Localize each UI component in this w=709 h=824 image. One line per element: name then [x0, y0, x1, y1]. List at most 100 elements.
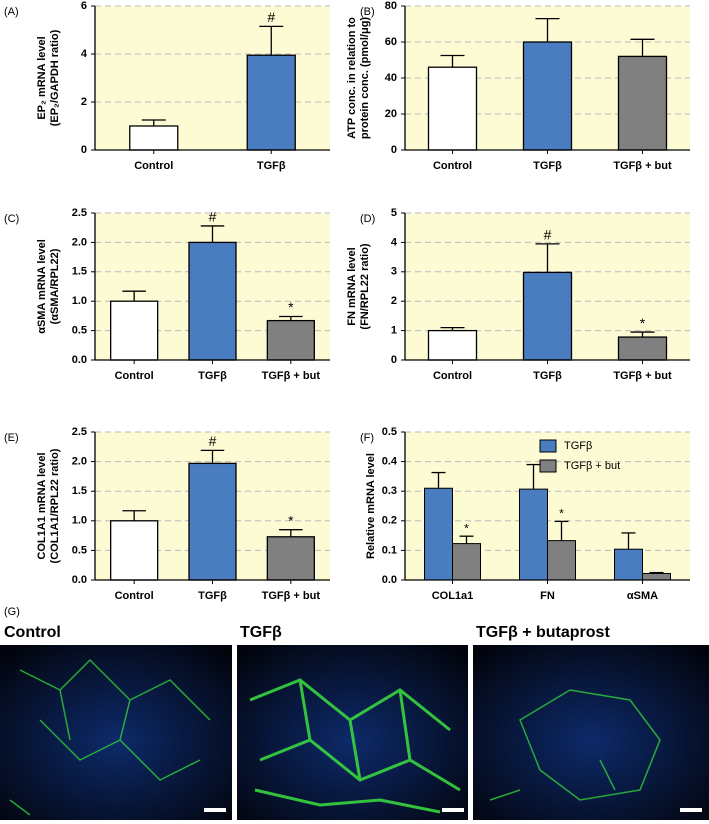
significance-marker: * — [288, 299, 294, 315]
error-bar — [621, 532, 636, 550]
error-bar — [431, 471, 446, 489]
y-tick-label: 2.0 — [72, 456, 87, 468]
x-tick-label: αSMA — [627, 590, 658, 602]
x-tick-label: TGFβ — [198, 590, 227, 602]
error-bar — [440, 54, 465, 68]
panel-label: (F) — [360, 432, 374, 444]
significance-marker: * — [640, 315, 646, 331]
y-axis-label: (EP₂/GAPDH ratio) — [49, 29, 61, 126]
y-tick-label: 3 — [391, 266, 397, 278]
bar — [129, 125, 179, 151]
error-bar — [630, 331, 655, 338]
y-tick-label: 0 — [81, 144, 87, 156]
bar — [642, 572, 671, 581]
image-title: Control — [4, 624, 61, 641]
bar — [547, 540, 576, 581]
y-axis-label: (COL1A1/RPL22 ratio) — [49, 448, 61, 563]
y-tick-label: 2.0 — [72, 236, 87, 248]
x-tick-label: TGFβ — [533, 370, 562, 382]
y-tick-label: 0.4 — [382, 456, 398, 468]
x-tick-label: COL1a1 — [432, 590, 474, 602]
panel-label: (D) — [360, 213, 375, 225]
y-tick-label: 2.5 — [72, 426, 87, 438]
y-axis-label: (αSMA/RPL22) — [49, 248, 61, 324]
bar — [266, 319, 315, 361]
y-tick-label: 4 — [81, 48, 88, 60]
y-tick-label: 5 — [391, 207, 397, 219]
bar — [246, 54, 296, 151]
y-tick-label: 0.0 — [72, 354, 87, 366]
y-axis-label: EP₂ mRNA level — [36, 36, 48, 119]
x-tick-label: TGFβ + but — [613, 160, 672, 172]
y-axis-label: (FN/RPL22 ratio) — [359, 243, 371, 330]
legend-swatch — [539, 459, 557, 473]
micrograph — [473, 645, 709, 820]
x-tick-label: Control — [433, 370, 472, 382]
y-tick-label: 0 — [391, 144, 397, 156]
error-bar — [279, 315, 303, 321]
error-bar — [122, 290, 146, 302]
legend-swatch — [539, 439, 557, 453]
image-title: TGFβ + butaprost — [476, 624, 610, 641]
y-axis-label: αSMA mRNA level — [36, 239, 48, 334]
y-tick-label: 40 — [385, 72, 397, 84]
error-bar — [535, 243, 560, 273]
panel-label: (E) — [4, 432, 19, 444]
y-tick-label: 80 — [385, 0, 397, 12]
error-bar — [279, 529, 303, 537]
y-axis-label: Relative mRNA level — [365, 453, 377, 559]
bar — [188, 241, 237, 361]
error-bar — [649, 571, 664, 574]
y-axis-label: COL1A1 mRNA level — [36, 452, 48, 559]
bar — [188, 462, 237, 581]
y-tick-label: 2 — [81, 96, 87, 108]
panel-label: (A) — [4, 6, 19, 18]
significance-marker: # — [209, 209, 217, 225]
x-tick-label: Control — [115, 370, 154, 382]
x-tick-label: TGFβ + but — [613, 370, 672, 382]
y-tick-label: 0.1 — [382, 544, 397, 556]
micrograph — [0, 645, 232, 820]
y-tick-label: 0.0 — [72, 574, 87, 586]
bar — [266, 536, 315, 581]
legend-label: TGFβ + but — [564, 460, 620, 472]
y-tick-label: 2 — [391, 295, 397, 307]
significance-marker: * — [288, 512, 294, 528]
significance-marker: # — [544, 227, 552, 243]
error-bar — [630, 38, 655, 57]
bar — [427, 329, 478, 361]
error-bar — [200, 225, 225, 243]
bar — [427, 66, 478, 151]
bar — [519, 488, 548, 581]
panel-label: (G) — [4, 606, 20, 618]
significance-marker: # — [267, 9, 275, 25]
y-tick-label: 60 — [385, 36, 397, 48]
error-bar — [141, 119, 166, 126]
error-bar — [554, 520, 569, 541]
x-tick-label: TGFβ + but — [262, 370, 321, 382]
legend-label: TGFβ — [564, 440, 592, 452]
y-tick-label: 0.0 — [382, 574, 397, 586]
error-bar — [526, 463, 541, 490]
y-tick-label: 0.3 — [382, 485, 397, 497]
y-tick-label: 20 — [385, 108, 397, 120]
y-tick-label: 6 — [81, 0, 87, 12]
significance-marker: * — [464, 521, 469, 535]
x-tick-label: TGFβ + but — [262, 590, 321, 602]
bar — [614, 548, 643, 581]
bar — [617, 55, 668, 151]
x-tick-label: Control — [115, 590, 154, 602]
significance-marker: * — [559, 507, 564, 521]
bar — [522, 41, 573, 151]
error-bar — [122, 510, 146, 521]
x-tick-label: TGFβ — [257, 160, 286, 172]
bar — [522, 271, 573, 361]
y-tick-label: 1.0 — [72, 515, 87, 527]
y-tick-label: 1.5 — [72, 266, 87, 278]
error-bar — [259, 25, 284, 56]
error-bar — [440, 327, 465, 331]
x-tick-label: FN — [540, 590, 555, 602]
y-tick-label: 0.5 — [382, 426, 397, 438]
panel-label: (C) — [4, 213, 19, 225]
